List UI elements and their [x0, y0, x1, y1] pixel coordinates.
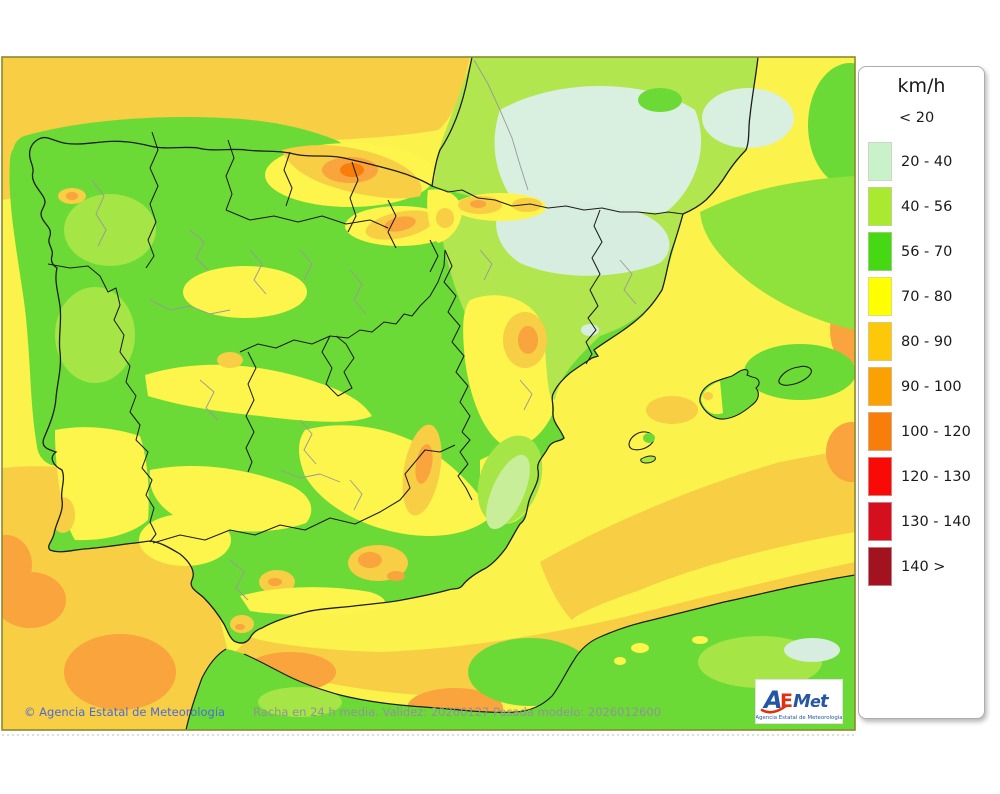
legend-range-label: 90 - 100	[901, 378, 962, 395]
legend-range-label: 70 - 80	[901, 288, 953, 305]
legend-color-swatch	[868, 277, 892, 316]
legend-color-swatch	[868, 187, 892, 226]
coastline	[28, 57, 759, 644]
aemet-logo-caption: Agencia Estatal de Meteorología	[756, 714, 842, 721]
africa-landmass	[186, 575, 855, 730]
legend-range-label: 80 - 90	[901, 333, 953, 350]
legend-range-label: 100 - 120	[901, 423, 971, 440]
map-frame	[1, 56, 856, 731]
balearic-islands	[628, 365, 812, 464]
legend-row: 70 - 80	[859, 277, 984, 316]
legend-row: 120 - 130	[859, 457, 984, 496]
legend-row: 40 - 56	[859, 187, 984, 226]
model-info-text: Racha en 24 h media. Validez: 20260127 P…	[253, 705, 662, 719]
legend-row: 80 - 90	[859, 322, 984, 361]
legend-row: 100 - 120	[859, 412, 984, 451]
legend-row: 140 >	[859, 547, 984, 586]
legend-row: 130 - 140	[859, 502, 984, 541]
aemet-logo: A E M e t Agencia Estatal de Meteorologí…	[755, 679, 843, 724]
legend-color-swatch	[868, 232, 892, 271]
legend-color-swatch	[868, 457, 892, 496]
legend-range-label: 40 - 56	[901, 198, 953, 215]
legend-range-label: 56 - 70	[901, 243, 953, 260]
svg-text:E: E	[780, 690, 793, 712]
region-borders	[47, 131, 684, 544]
aemet-logo-graphic: A E M e t Agencia Estatal de Meteorologí…	[755, 686, 842, 721]
legend-color-swatch	[868, 142, 892, 181]
legend-range-label: 20 - 40	[901, 153, 953, 170]
svg-text:M: M	[793, 691, 811, 712]
province-borders	[91, 59, 637, 601]
legend-row: 20 - 40	[859, 142, 984, 181]
legend-first-label: < 20	[899, 110, 935, 126]
svg-text:A: A	[762, 686, 783, 714]
legend-range-label: 120 - 130	[901, 468, 971, 485]
svg-text:e: e	[810, 692, 821, 711]
legend-range-label: 130 - 140	[901, 513, 971, 530]
legend-color-swatch	[868, 502, 892, 541]
copyright-text: © Agencia Estatal de Meteorología	[24, 705, 226, 719]
legend-color-swatch	[868, 322, 892, 361]
svg-text:t: t	[820, 691, 830, 712]
legend-color-swatch	[868, 547, 892, 586]
wind-speed-legend: km/h < 20 20 - 40 40 - 56 56 - 70 70 - 8…	[858, 66, 985, 719]
legend-color-swatch	[868, 412, 892, 451]
legend-row: 90 - 100	[859, 367, 984, 406]
legend-title: km/h	[897, 75, 946, 97]
legend-range-label: 140 >	[901, 558, 946, 575]
legend-row: 56 - 70	[859, 232, 984, 271]
legend-color-swatch	[868, 367, 892, 406]
africa-coastline	[243, 574, 855, 713]
